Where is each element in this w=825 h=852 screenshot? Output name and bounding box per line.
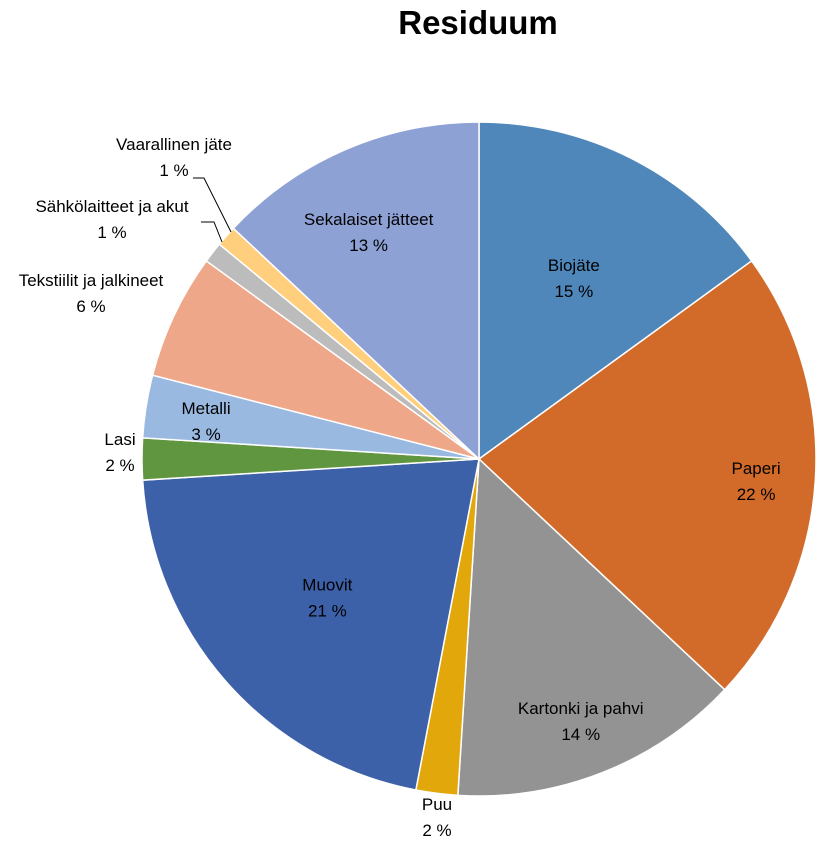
- leader-line-vaarallinen-jate: [193, 177, 232, 233]
- slice-label-kartonki-ja-pahvi: Kartonki ja pahvi: [518, 699, 644, 718]
- chart-title: Residuum: [398, 4, 558, 41]
- slice-tekstiilit-ja-jalkineet: [151, 259, 480, 460]
- slice-value-muovit: 21 %: [308, 602, 347, 621]
- slice-value-puu: 2 %: [422, 821, 451, 840]
- slice-label-biojate: Biojäte: [548, 256, 600, 275]
- slice-value-metalli: 3 %: [191, 425, 220, 444]
- slice-kartonki-ja-pahvi: [457, 457, 726, 797]
- slice-value-biojate: 15 %: [554, 282, 593, 301]
- slice-label-sahkolaitteet-ja-akut: Sähkölaitteet ja akut: [35, 197, 188, 216]
- slice-value-paperi: 22 %: [737, 485, 776, 504]
- slice-value-sekalaiset-jatteet: 13 %: [349, 236, 388, 255]
- leader-line-sahkolaitteet-ja-akut: [201, 221, 223, 243]
- slice-value-sahkolaitteet-ja-akut: 1 %: [97, 223, 126, 242]
- slice-paperi: [477, 259, 817, 691]
- slice-value-vaarallinen-jate: 1 %: [159, 161, 188, 180]
- slice-label-sekalaiset-jatteet: Sekalaiset jätteet: [304, 210, 434, 229]
- slice-muovit: [141, 458, 480, 791]
- slice-label-lasi: Lasi: [104, 430, 135, 449]
- slice-label-vaarallinen-jate: Vaarallinen jäte: [116, 135, 232, 154]
- slice-labels: Biojäte 15 % Paperi 22 % Kartonki ja pahvi 14…: [19, 135, 781, 840]
- slice-value-tekstiilit-ja-jalkineet: 6 %: [76, 297, 105, 316]
- slice-label-paperi: Paperi: [731, 459, 780, 478]
- slice-biojate: [478, 121, 753, 461]
- slice-label-metalli: Metalli: [181, 399, 230, 418]
- slice-value-lasi: 2 %: [105, 456, 134, 475]
- leader-lines: [193, 177, 232, 243]
- slice-value-kartonki-ja-pahvi: 14 %: [561, 725, 600, 744]
- slice-label-puu: Puu: [422, 795, 452, 814]
- slice-label-muovit: Muovit: [302, 576, 352, 595]
- pie-slices: [141, 121, 817, 797]
- slice-label-tekstiilit-ja-jalkineet: Tekstiilit ja jalkineet: [19, 271, 164, 290]
- slice-sekalaiset-jatteet: [232, 121, 480, 461]
